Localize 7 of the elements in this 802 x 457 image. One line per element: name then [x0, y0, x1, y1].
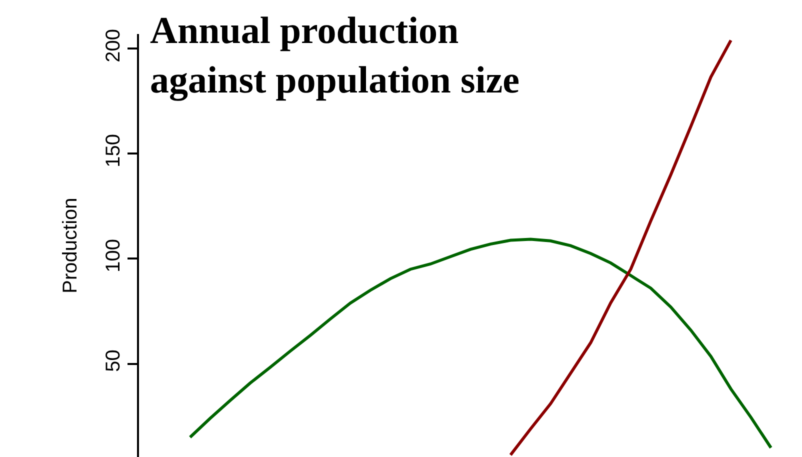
- y-tick-label: 200: [102, 29, 124, 62]
- y-tick-label: 50: [102, 350, 124, 372]
- chart-title: Annual production against population size: [150, 10, 520, 102]
- line-series: [188, 238, 772, 450]
- y-tick-label: 150: [102, 134, 124, 168]
- y-tick-label: 100: [102, 239, 124, 272]
- y-axis-title: Production: [59, 198, 82, 294]
